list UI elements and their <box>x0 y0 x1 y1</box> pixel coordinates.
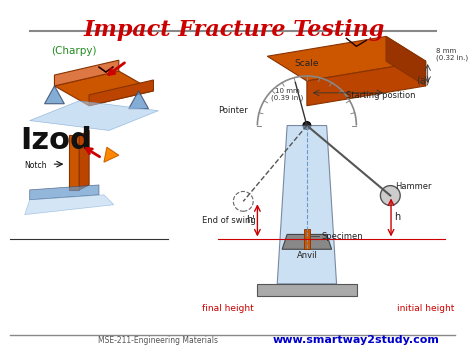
Polygon shape <box>307 61 426 106</box>
Polygon shape <box>25 195 114 215</box>
Polygon shape <box>55 71 154 106</box>
Polygon shape <box>30 101 158 131</box>
FancyBboxPatch shape <box>257 284 356 296</box>
Text: (Charpy): (Charpy) <box>52 47 97 56</box>
Polygon shape <box>277 126 337 284</box>
Text: Specimen: Specimen <box>322 232 364 241</box>
Text: Scale: Scale <box>295 59 319 68</box>
Text: Notch: Notch <box>24 160 46 170</box>
Text: h': h' <box>246 215 255 225</box>
Polygon shape <box>104 147 119 162</box>
Text: Hammer: Hammer <box>395 181 432 191</box>
Polygon shape <box>304 229 310 249</box>
Polygon shape <box>79 131 89 190</box>
Text: Izod: Izod <box>20 126 91 154</box>
Text: initial height: initial height <box>397 304 455 313</box>
Circle shape <box>303 121 311 130</box>
Text: Starting position: Starting position <box>346 91 416 100</box>
Text: (a): (a) <box>416 76 429 86</box>
Text: final height: final height <box>202 304 254 313</box>
Text: 8 mm
(0.32 in.): 8 mm (0.32 in.) <box>436 48 468 61</box>
Text: 10 mm
(0.39 in.): 10 mm (0.39 in.) <box>271 88 303 102</box>
Text: Impact Fracture Testing: Impact Fracture Testing <box>84 18 385 40</box>
Polygon shape <box>89 80 154 106</box>
Text: End of swing: End of swing <box>201 216 255 225</box>
Text: Pointer: Pointer <box>218 106 247 115</box>
Text: www.smartway2study.com: www.smartway2study.com <box>273 335 440 345</box>
Polygon shape <box>282 234 332 249</box>
Polygon shape <box>129 91 148 109</box>
Text: h: h <box>394 212 400 223</box>
Text: MSE-211-Engineering Materials: MSE-211-Engineering Materials <box>99 336 219 345</box>
Polygon shape <box>55 60 119 86</box>
Polygon shape <box>45 86 64 104</box>
Polygon shape <box>69 135 79 190</box>
Polygon shape <box>30 185 99 200</box>
Text: Anvil: Anvil <box>296 251 317 260</box>
Polygon shape <box>267 37 426 81</box>
Circle shape <box>381 186 400 206</box>
Polygon shape <box>386 37 426 86</box>
